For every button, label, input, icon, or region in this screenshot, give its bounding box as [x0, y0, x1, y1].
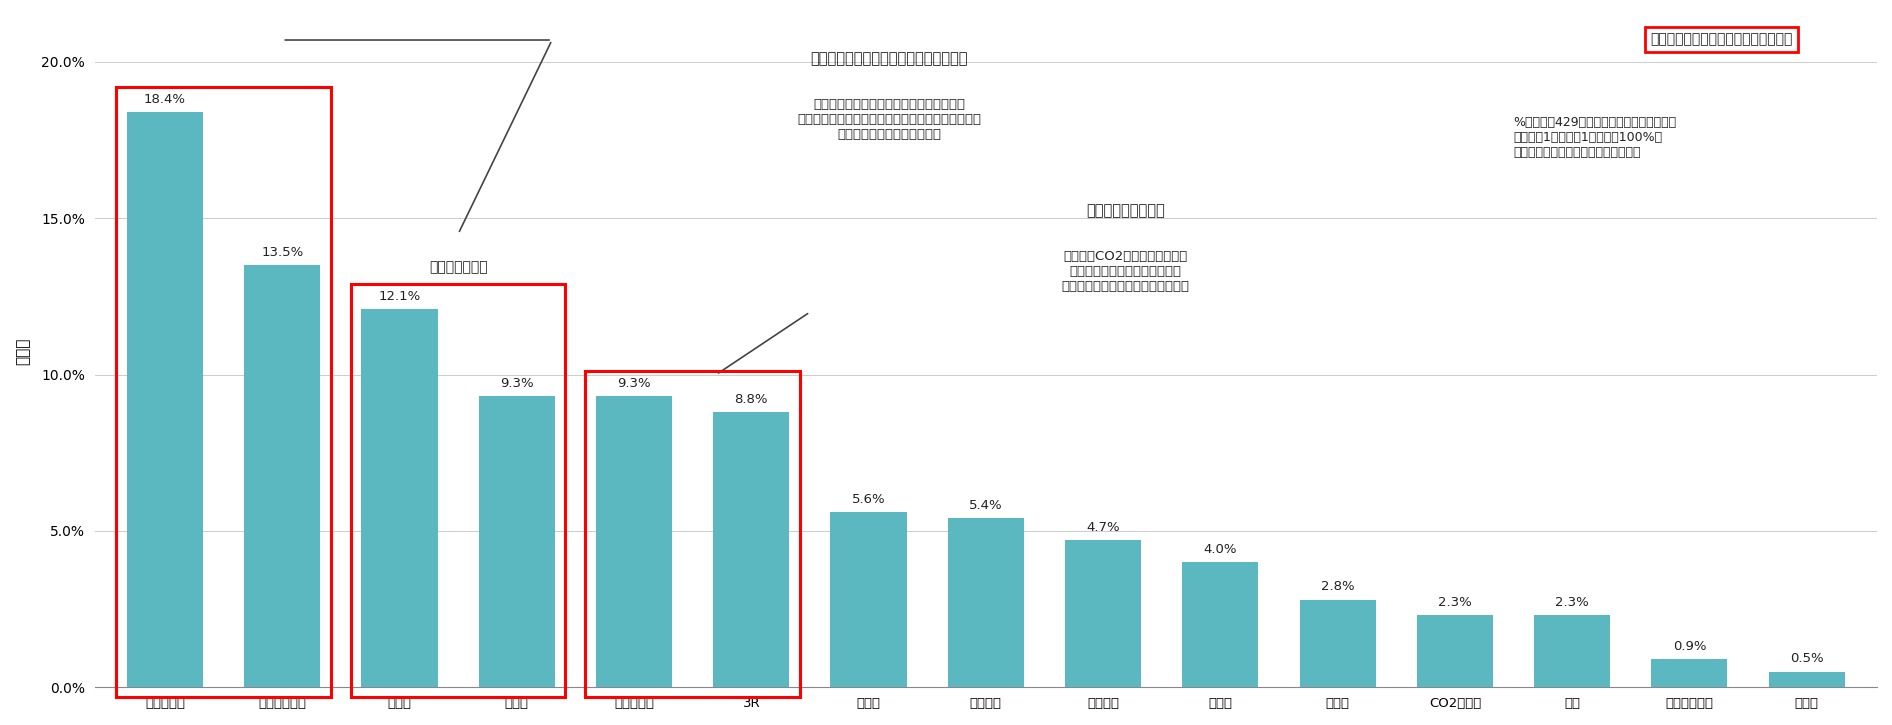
Text: 2.3%: 2.3%	[1438, 596, 1472, 609]
Text: 企業へのCO2排出量の開示や、
資源循環への対応ニーズなど、
環境施策を強めている分野にも注目: 企業へのCO2排出量の開示や、 資源循環への対応ニーズなど、 環境施策を強めてい…	[1061, 250, 1190, 293]
Bar	[713, 412, 789, 687]
Bar	[361, 309, 437, 687]
Bar	[1182, 562, 1258, 687]
Text: ［農業・自動車産業など重要産業関連］: ［農業・自動車産業など重要産業関連］	[810, 51, 969, 66]
Y-axis label: 構成比: 構成比	[15, 337, 30, 365]
Text: 12.1%: 12.1%	[378, 290, 420, 302]
Bar	[1652, 659, 1727, 687]
Bar	[948, 518, 1024, 687]
Bar	[244, 265, 320, 687]
Text: 4.7%: 4.7%	[1086, 521, 1120, 534]
Text: 2.8%: 2.8%	[1321, 581, 1355, 594]
Bar	[831, 512, 906, 687]
Text: ［法規制対応など］: ［法規制対応など］	[1086, 203, 1165, 218]
Bar	[1065, 540, 1141, 687]
Text: 9.3%: 9.3%	[499, 377, 534, 390]
Text: 8.8%: 8.8%	[734, 393, 768, 406]
Bar	[1417, 616, 1493, 687]
Text: 13.5%: 13.5%	[261, 246, 303, 259]
Text: 9.3%: 9.3%	[617, 377, 651, 390]
Text: 18.4%: 18.4%	[144, 93, 185, 106]
Text: %表示：全429社の該当分類における構成比
　　　　1社につき1該当（計100%）
　　　　各分野の事例数は次頁に記載: %表示：全429社の該当分類における構成比 1社につき1該当（計100%） 各分…	[1514, 116, 1676, 159]
Bar	[1769, 671, 1845, 687]
Text: 5.6%: 5.6%	[851, 493, 885, 506]
Text: 農業や自動車など主要産業の脱炭素化や、
新たなエネルギー政策として再エネ・省エネ関連の
スタートアップの展開に注目: 農業や自動車など主要産業の脱炭素化や、 新たなエネルギー政策として再エネ・省エネ…	[797, 98, 982, 141]
Text: 4.0%: 4.0%	[1203, 543, 1237, 556]
Text: 2.3%: 2.3%	[1555, 596, 1589, 609]
Text: エネルギー関連: エネルギー関連	[429, 260, 488, 275]
Bar	[596, 397, 672, 687]
Bar	[1534, 616, 1610, 687]
Bar	[127, 112, 202, 687]
Text: 5.4%: 5.4%	[969, 500, 1003, 512]
Text: 0.9%: 0.9%	[1673, 640, 1707, 653]
Text: スタートアップ事例数上位の注目分野: スタートアップ事例数上位の注目分野	[1650, 33, 1794, 46]
Text: 0.5%: 0.5%	[1790, 652, 1824, 666]
Bar	[479, 397, 554, 687]
Bar	[1300, 600, 1375, 687]
